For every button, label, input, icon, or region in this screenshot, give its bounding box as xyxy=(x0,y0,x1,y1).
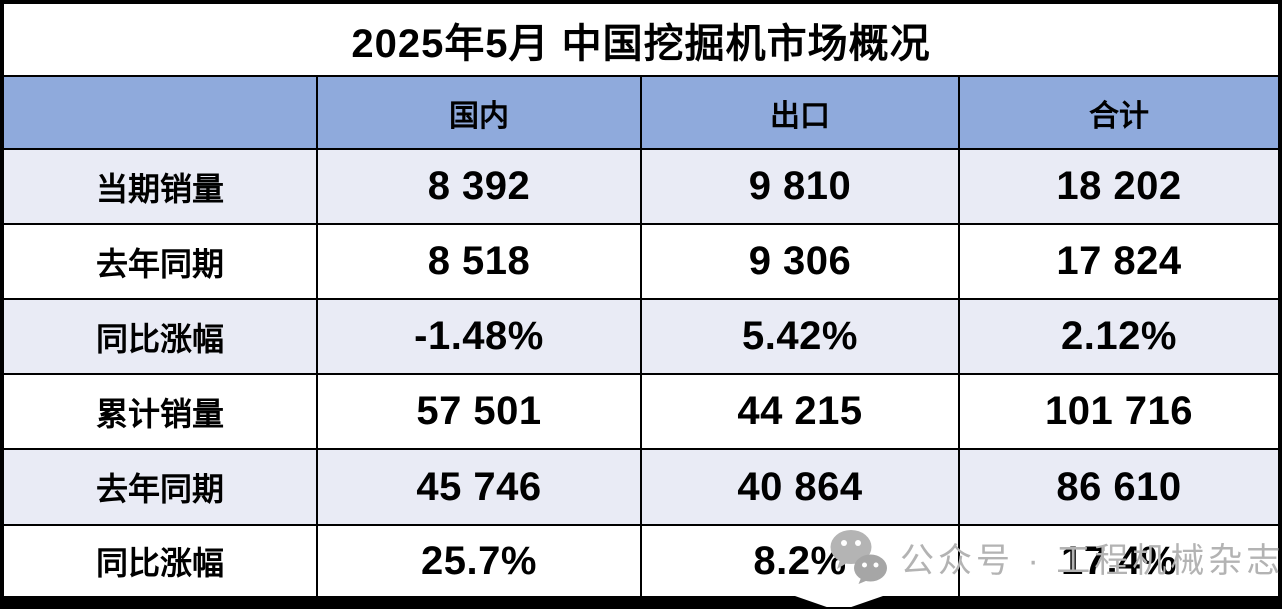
cell-value: 2.12% xyxy=(960,300,1278,373)
cell-value: 17.4% xyxy=(960,526,1278,596)
cell-value: 8 392 xyxy=(318,150,640,223)
column-header-export: 出口 xyxy=(642,77,958,148)
column-header-domestic: 国内 xyxy=(318,77,640,148)
column-header-total: 合计 xyxy=(960,77,1278,148)
cell-value: 9 306 xyxy=(642,225,958,298)
cell-value: 5.42% xyxy=(642,300,958,373)
cell-value: 40 864 xyxy=(642,450,958,524)
bottom-border-notch xyxy=(795,596,883,607)
cell-value: 8.2% xyxy=(642,526,958,596)
page-title: 2025年5月 中国挖掘机市场概况 xyxy=(4,4,1278,75)
cell-value: 44 215 xyxy=(642,375,958,448)
row-label: 去年同期 xyxy=(4,225,316,298)
row-label: 同比涨幅 xyxy=(4,300,316,373)
row-label: 当期销量 xyxy=(4,150,316,223)
cell-value: 86 610 xyxy=(960,450,1278,524)
row-label: 去年同期 xyxy=(4,450,316,524)
cell-value: 17 824 xyxy=(960,225,1278,298)
row-label: 同比涨幅 xyxy=(4,526,316,596)
cell-value: 9 810 xyxy=(642,150,958,223)
column-header-blank xyxy=(4,77,316,148)
cell-value: 57 501 xyxy=(318,375,640,448)
cell-value: 25.7% xyxy=(318,526,640,596)
cell-value: 101 716 xyxy=(960,375,1278,448)
table-grid: 2025年5月 中国挖掘机市场概况 国内 出口 合计 当期销量 8 392 9 … xyxy=(4,4,1278,596)
cell-value: 18 202 xyxy=(960,150,1278,223)
cell-value: -1.48% xyxy=(318,300,640,373)
cell-value: 8 518 xyxy=(318,225,640,298)
row-label: 累计销量 xyxy=(4,375,316,448)
cell-value: 45 746 xyxy=(318,450,640,524)
